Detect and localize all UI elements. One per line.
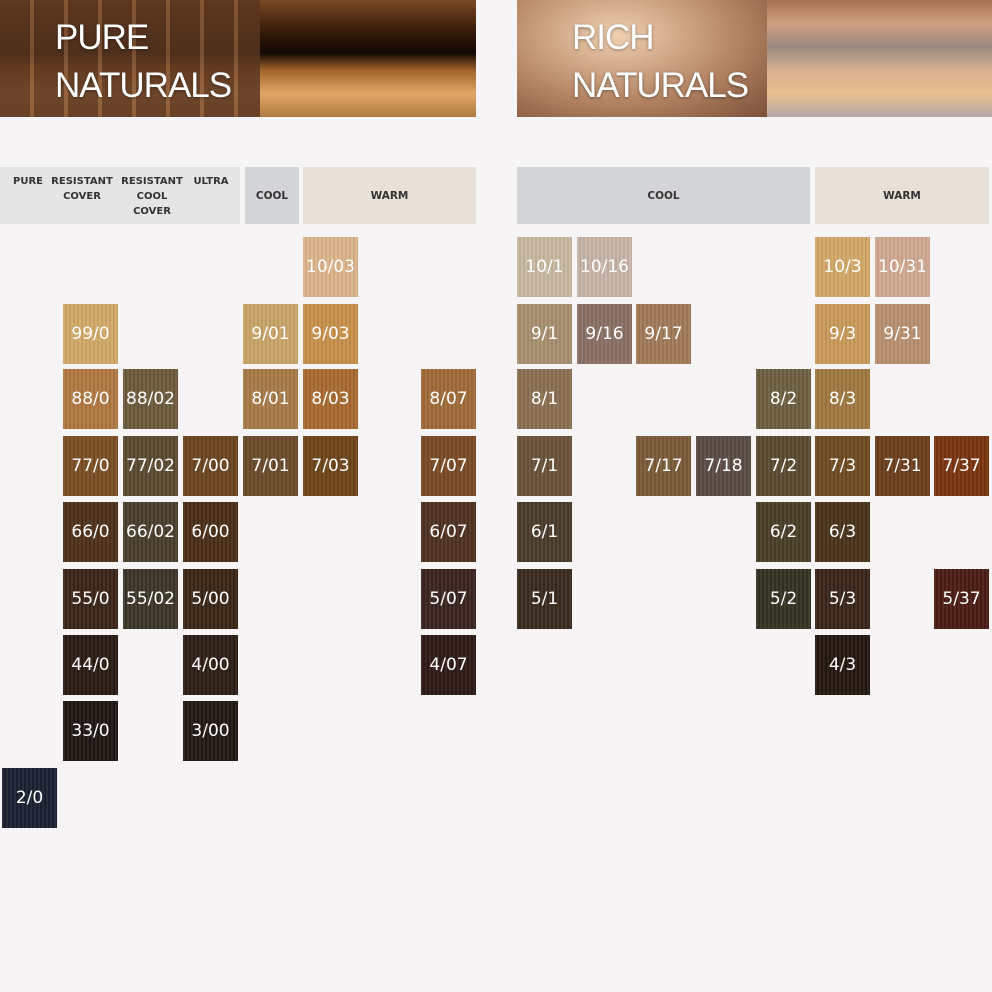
color-swatch-44-0: 44/0 — [63, 635, 118, 695]
color-swatch-55-0: 55/0 — [63, 569, 118, 629]
color-swatch-77-02: 77/02 — [123, 436, 178, 496]
color-swatch-4-00: 4/00 — [183, 635, 238, 695]
color-swatch-66-0: 66/0 — [63, 502, 118, 562]
color-swatch-10-3: 10/3 — [815, 237, 870, 297]
color-swatch-7-1: 7/1 — [517, 436, 572, 496]
banner-photo — [517, 0, 767, 117]
color-swatch-88-02: 88/02 — [123, 369, 178, 429]
color-swatch-7-01: 7/01 — [243, 436, 298, 496]
header-resistant-cover: RESISTANT COVER — [51, 176, 113, 202]
color-swatch-55-02: 55/02 — [123, 569, 178, 629]
color-swatch-66-02: 66/02 — [123, 502, 178, 562]
color-swatch-5-3: 5/3 — [815, 569, 870, 629]
header-warm-right: WARM — [815, 167, 989, 224]
color-swatch-8-07: 8/07 — [421, 369, 476, 429]
header-group-grey — [0, 167, 240, 224]
color-swatch-10-03: 10/03 — [303, 237, 358, 297]
title-line: PURE — [55, 18, 149, 57]
color-swatch-8-01: 8/01 — [243, 369, 298, 429]
color-swatch-7-17: 7/17 — [636, 436, 691, 496]
color-swatch-4-07: 4/07 — [421, 635, 476, 695]
header-resistant-cool-cover: RESISTANT COOL COVER — [121, 176, 183, 217]
color-swatch-10-1: 10/1 — [517, 237, 572, 297]
pure-naturals-banner: PURE NATURALS — [0, 0, 476, 117]
color-swatch-88-0: 88/0 — [63, 369, 118, 429]
color-swatch-9-01: 9/01 — [243, 304, 298, 364]
color-swatch-9-17: 9/17 — [636, 304, 691, 364]
color-swatch-8-1: 8/1 — [517, 369, 572, 429]
color-swatch-5-2: 5/2 — [756, 569, 811, 629]
color-swatch-7-03: 7/03 — [303, 436, 358, 496]
color-swatch-2-0: 2/0 — [2, 768, 57, 828]
color-swatch-9-16: 9/16 — [577, 304, 632, 364]
color-swatch-6-1: 6/1 — [517, 502, 572, 562]
color-swatch-8-2: 8/2 — [756, 369, 811, 429]
color-swatch-33-0: 33/0 — [63, 701, 118, 761]
color-swatch-77-0: 77/0 — [63, 436, 118, 496]
color-swatch-3-00: 3/00 — [183, 701, 238, 761]
color-swatch-7-3: 7/3 — [815, 436, 870, 496]
color-swatch-7-37: 7/37 — [934, 436, 989, 496]
color-swatch-8-3: 8/3 — [815, 369, 870, 429]
header-cool-right: COOL — [517, 167, 810, 224]
color-swatch-6-07: 6/07 — [421, 502, 476, 562]
color-swatch-9-03: 9/03 — [303, 304, 358, 364]
color-swatch-5-07: 5/07 — [421, 569, 476, 629]
banner-title: RICH NATURALS — [572, 14, 749, 110]
color-swatch-6-3: 6/3 — [815, 502, 870, 562]
color-swatch-7-2: 7/2 — [756, 436, 811, 496]
banner-title: PURE NATURALS — [55, 14, 232, 110]
color-swatch-5-1: 5/1 — [517, 569, 572, 629]
title-line: NATURALS — [55, 66, 232, 105]
color-swatch-6-2: 6/2 — [756, 502, 811, 562]
title-line: NATURALS — [572, 66, 749, 105]
color-swatch-9-31: 9/31 — [875, 304, 930, 364]
banner-photo — [0, 0, 260, 117]
color-swatch-7-31: 7/31 — [875, 436, 930, 496]
color-swatch-5-37: 5/37 — [934, 569, 989, 629]
color-swatch-10-31: 10/31 — [875, 237, 930, 297]
header-ultra: ULTRA — [193, 176, 229, 187]
color-swatch-8-03: 8/03 — [303, 369, 358, 429]
color-swatch-7-00: 7/00 — [183, 436, 238, 496]
rich-naturals-banner: RICH NATURALS — [517, 0, 992, 117]
color-swatch-4-3: 4/3 — [815, 635, 870, 695]
color-swatch-7-18: 7/18 — [696, 436, 751, 496]
color-swatch-99-0: 99/0 — [63, 304, 118, 364]
header-cool-left: COOL — [245, 167, 299, 224]
color-swatch-6-00: 6/00 — [183, 502, 238, 562]
header-warm-left: WARM — [303, 167, 476, 224]
color-swatch-9-3: 9/3 — [815, 304, 870, 364]
color-swatch-5-00: 5/00 — [183, 569, 238, 629]
color-swatch-10-16: 10/16 — [577, 237, 632, 297]
header-pure: PURE — [13, 176, 43, 187]
color-swatch-9-1: 9/1 — [517, 304, 572, 364]
color-swatch-7-07: 7/07 — [421, 436, 476, 496]
title-line: RICH — [572, 18, 655, 57]
